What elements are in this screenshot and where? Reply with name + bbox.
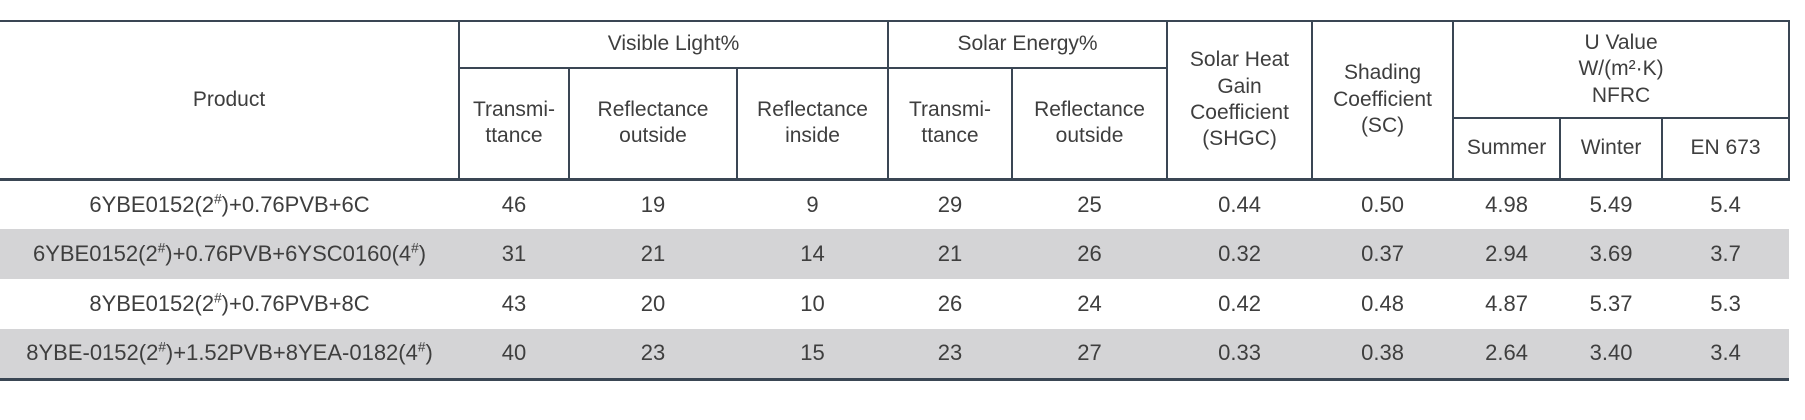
value-cell: 40	[459, 329, 569, 381]
value-cell: 0.33	[1167, 329, 1313, 381]
value-cell: 2.94	[1485, 241, 1528, 266]
value-cell: 20	[640, 291, 666, 316]
value-cell: 25	[1077, 191, 1102, 217]
value-cell: 26	[1077, 241, 1102, 266]
col-header-vl-reflectance-inside: Reflectance inside	[737, 68, 890, 181]
table-body: 6YBE0152(2#)+0.76PVB+6C 46 19 9 29 25 0.44 0.50…	[0, 179, 1790, 381]
value-cell: 5.3	[1710, 291, 1741, 316]
col-header-product: Product	[0, 21, 460, 181]
group-header-u-value: U Value W/(m²·K) NFRC	[1453, 21, 1791, 119]
product-cell: 8YBE-0152(2#)+1.52PVB+8YEA-0182(4#)	[0, 329, 459, 381]
col-header-en673: EN 673	[1662, 118, 1791, 181]
value-cell: 27	[1012, 329, 1168, 381]
value-cell: 26	[937, 291, 963, 316]
col-header-shading-coefficient: Shading Coefficient (SC)	[1312, 21, 1455, 181]
value-cell: 0.44	[1218, 191, 1261, 217]
value-cell: 31	[501, 241, 527, 266]
value-cell: 14	[800, 241, 825, 266]
value-cell: 23	[888, 329, 1013, 381]
col-header-summer: Summer	[1453, 118, 1562, 181]
value-cell: 5.37	[1589, 291, 1633, 316]
value-cell: 2.64	[1453, 329, 1561, 381]
value-cell: 29	[937, 191, 963, 217]
value-cell: 0.42	[1218, 291, 1261, 316]
value-cell: 21	[937, 241, 963, 266]
col-header-se-reflectance-outside: Reflectance outside	[1012, 68, 1169, 181]
table-row: 8YBE-0152(2#)+1.52PVB+8YEA-0182(4#) 40 23 1…	[0, 329, 1790, 381]
group-header-visible-light: Visible Light%	[459, 21, 890, 69]
value-cell: 46	[501, 191, 527, 217]
col-header-se-transmittance: Transmi- ttance	[888, 68, 1014, 181]
value-cell: 3.40	[1560, 329, 1663, 381]
value-cell: 0.32	[1218, 241, 1261, 266]
value-cell: 5.4	[1710, 191, 1741, 217]
value-cell: 24	[1077, 291, 1102, 316]
col-header-vl-reflectance-outside: Reflectance outside	[569, 68, 738, 181]
value-cell: 9	[806, 191, 819, 217]
value-cell: 3.69	[1589, 241, 1633, 266]
value-cell: 21	[640, 241, 666, 266]
value-cell: 3.4	[1662, 329, 1790, 381]
value-cell: 4.87	[1485, 291, 1528, 316]
value-cell: 43	[501, 291, 527, 316]
value-cell: 3.7	[1710, 241, 1741, 266]
col-header-vl-transmittance: Transmi- ttance	[459, 68, 570, 181]
glass-performance-table: Product Visible Light% Solar Energy% Sol…	[0, 20, 1791, 381]
product-cell: 6YBE0152(2#)+0.76PVB+6YSC0160(4#)	[32, 240, 427, 266]
value-cell: 0.37	[1361, 241, 1404, 266]
col-header-shgc: Solar Heat Gain Coefficient (SHGC)	[1167, 21, 1314, 181]
group-header-solar-energy: Solar Energy%	[888, 21, 1169, 69]
value-cell: 0.48	[1361, 291, 1404, 316]
table-row: 6YBE0152(2#)+0.76PVB+6YSC0160(4#) 31 21 14 2…	[0, 229, 1790, 279]
table-header: Product Visible Light% Solar Energy% Sol…	[0, 21, 1791, 181]
value-cell: 15	[737, 329, 889, 381]
value-cell: 0.50	[1361, 191, 1404, 217]
col-header-winter: Winter	[1560, 118, 1664, 181]
value-cell: 19	[640, 191, 666, 217]
product-cell: 6YBE0152(2#)+0.76PVB+6C	[89, 191, 370, 217]
value-cell: 10	[800, 291, 825, 316]
table-row: 8YBE0152(2#)+0.76PVB+8C 43 20 10 26 24 0.42 0.4…	[0, 279, 1789, 329]
product-cell: 8YBE0152(2#)+0.76PVB+8C	[89, 290, 370, 316]
value-cell: 23	[569, 329, 737, 381]
table-row: 6YBE0152(2#)+0.76PVB+6C 46 19 9 29 25 0.44 0.50…	[0, 179, 1789, 229]
value-cell: 0.38	[1312, 329, 1454, 381]
value-cell: 5.49	[1589, 191, 1633, 217]
value-cell: 4.98	[1485, 191, 1528, 217]
